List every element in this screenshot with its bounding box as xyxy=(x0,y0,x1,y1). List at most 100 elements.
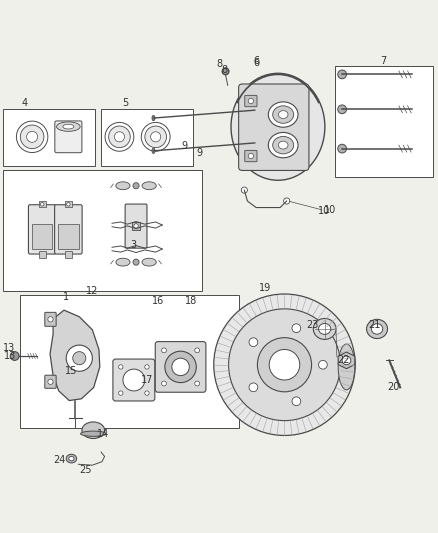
Text: 25: 25 xyxy=(80,465,92,474)
Ellipse shape xyxy=(273,136,293,154)
Ellipse shape xyxy=(116,182,130,190)
FancyBboxPatch shape xyxy=(113,359,155,401)
Circle shape xyxy=(269,350,300,380)
Bar xyxy=(335,66,433,177)
Circle shape xyxy=(214,294,355,435)
Ellipse shape xyxy=(273,106,293,123)
Text: 14: 14 xyxy=(97,429,110,439)
Text: 22: 22 xyxy=(337,356,350,365)
Circle shape xyxy=(172,358,189,376)
Text: 17: 17 xyxy=(141,375,153,385)
FancyBboxPatch shape xyxy=(125,204,147,248)
Ellipse shape xyxy=(66,454,77,463)
Circle shape xyxy=(241,187,247,193)
Text: 16: 16 xyxy=(152,296,164,306)
Ellipse shape xyxy=(313,318,336,340)
Circle shape xyxy=(248,154,254,159)
Circle shape xyxy=(134,224,138,228)
FancyBboxPatch shape xyxy=(155,342,206,392)
Ellipse shape xyxy=(114,132,124,142)
Text: 12: 12 xyxy=(86,286,99,295)
Circle shape xyxy=(222,68,229,75)
Circle shape xyxy=(292,397,301,406)
Circle shape xyxy=(292,324,301,333)
Ellipse shape xyxy=(142,258,156,266)
Text: 4: 4 xyxy=(21,98,28,108)
Ellipse shape xyxy=(109,126,130,148)
Ellipse shape xyxy=(367,319,388,338)
Bar xyxy=(132,222,141,230)
Ellipse shape xyxy=(142,182,156,190)
Text: 15: 15 xyxy=(65,366,78,376)
Circle shape xyxy=(195,381,200,386)
Circle shape xyxy=(145,365,149,369)
Text: 8: 8 xyxy=(221,65,227,75)
Text: 3: 3 xyxy=(131,240,137,249)
Ellipse shape xyxy=(20,125,44,149)
Ellipse shape xyxy=(145,126,166,148)
Circle shape xyxy=(123,369,145,391)
Circle shape xyxy=(133,183,139,189)
Text: 6: 6 xyxy=(253,56,259,66)
Circle shape xyxy=(66,345,92,372)
Circle shape xyxy=(342,356,351,365)
Circle shape xyxy=(119,365,123,369)
Ellipse shape xyxy=(231,74,325,180)
Text: 24: 24 xyxy=(53,455,66,465)
Text: 9: 9 xyxy=(181,141,187,150)
Text: 23: 23 xyxy=(307,320,319,330)
Ellipse shape xyxy=(27,131,38,142)
Ellipse shape xyxy=(279,111,288,118)
Circle shape xyxy=(249,383,258,392)
Text: 18: 18 xyxy=(184,296,197,306)
Text: 6: 6 xyxy=(253,59,259,68)
Ellipse shape xyxy=(152,148,155,154)
Circle shape xyxy=(258,338,311,392)
Bar xyxy=(39,201,46,207)
Circle shape xyxy=(145,391,149,395)
Ellipse shape xyxy=(279,141,288,149)
Ellipse shape xyxy=(57,122,80,131)
Bar xyxy=(101,109,193,166)
Text: 10: 10 xyxy=(318,206,330,216)
Ellipse shape xyxy=(338,344,355,390)
Bar xyxy=(4,171,202,290)
Circle shape xyxy=(162,381,166,386)
FancyBboxPatch shape xyxy=(239,84,309,171)
Circle shape xyxy=(67,203,70,206)
Circle shape xyxy=(338,70,346,79)
Ellipse shape xyxy=(268,102,298,127)
Text: 10: 10 xyxy=(324,205,336,215)
FancyBboxPatch shape xyxy=(45,312,56,326)
Bar xyxy=(58,224,79,249)
Ellipse shape xyxy=(116,258,130,266)
Ellipse shape xyxy=(141,123,170,151)
Circle shape xyxy=(133,259,139,265)
Text: 8: 8 xyxy=(216,59,222,69)
Text: 1: 1 xyxy=(63,292,69,302)
FancyBboxPatch shape xyxy=(55,121,82,153)
Text: 5: 5 xyxy=(122,98,128,108)
Text: 9: 9 xyxy=(196,148,202,158)
Circle shape xyxy=(162,348,166,353)
Text: 21: 21 xyxy=(368,320,380,330)
Ellipse shape xyxy=(318,324,331,334)
Bar xyxy=(65,201,72,207)
Circle shape xyxy=(195,348,200,353)
Circle shape xyxy=(48,379,53,384)
Circle shape xyxy=(48,317,53,322)
Bar xyxy=(65,252,72,257)
Polygon shape xyxy=(50,310,100,400)
Circle shape xyxy=(119,391,123,395)
Polygon shape xyxy=(338,352,355,369)
Ellipse shape xyxy=(371,324,383,334)
Text: 20: 20 xyxy=(388,382,400,392)
Bar xyxy=(20,295,239,428)
Circle shape xyxy=(248,99,254,103)
Bar xyxy=(39,252,46,257)
Bar xyxy=(32,224,53,249)
Text: 7: 7 xyxy=(381,56,387,66)
FancyBboxPatch shape xyxy=(245,150,257,161)
Ellipse shape xyxy=(151,132,161,142)
Circle shape xyxy=(229,309,340,421)
